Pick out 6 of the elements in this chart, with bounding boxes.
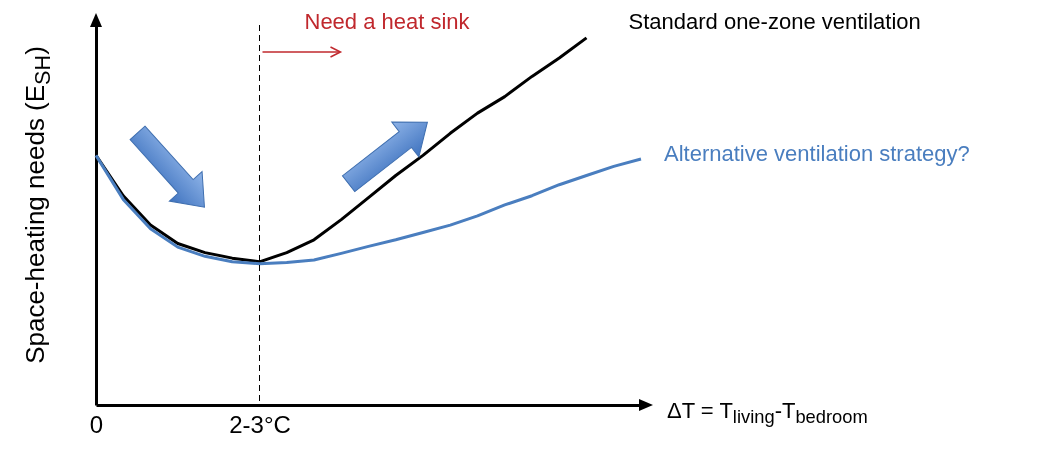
x-axis-title: ΔT = T$_{living}$-T$_{bedroom}$ bbox=[667, 397, 868, 429]
x-tick-label: 2-3°C bbox=[229, 410, 291, 438]
text: Need a heat sink bbox=[304, 9, 470, 35]
series-label: Alternative ventilation strategy? bbox=[664, 141, 970, 167]
x-tick-label: 0 bbox=[89, 410, 104, 438]
series-label: Standard one-zone ventilation bbox=[628, 8, 921, 35]
